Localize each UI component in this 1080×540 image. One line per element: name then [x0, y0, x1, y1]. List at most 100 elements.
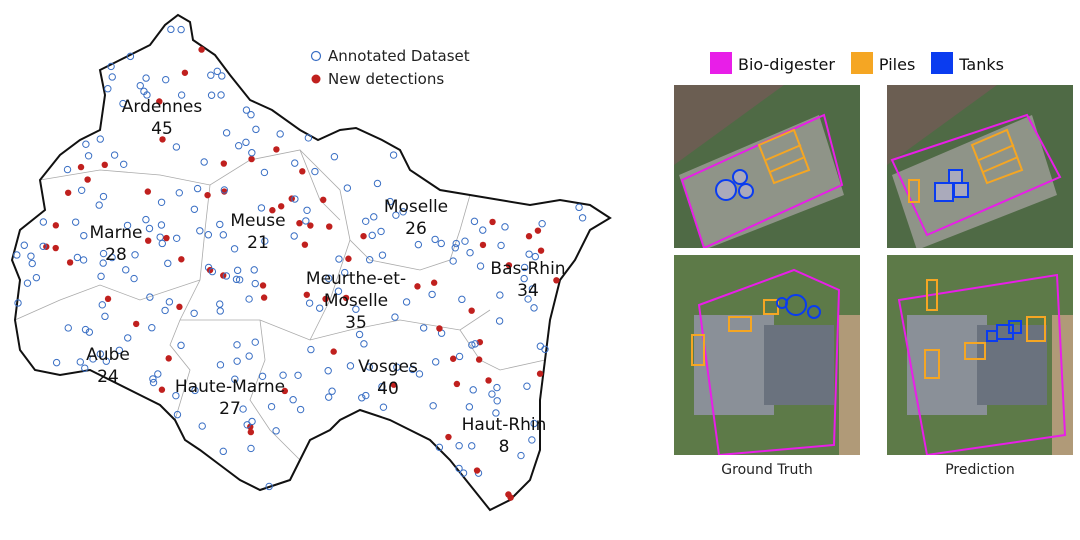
annotated-point [245, 295, 253, 303]
annotated-point [578, 214, 587, 222]
new-detection-point [449, 355, 457, 362]
filled-circle-icon [311, 74, 321, 84]
region-count: 34 [517, 281, 539, 301]
annotated-point [492, 409, 500, 417]
annotated-point [172, 391, 180, 400]
new-detection-point [101, 161, 108, 169]
annotated-point [108, 73, 116, 81]
legend-piles: Piles [850, 52, 915, 74]
department-border [459, 329, 546, 371]
region-count: 24 [97, 367, 119, 387]
annotated-point [261, 237, 269, 245]
annotated-point [479, 226, 487, 234]
annotated-point [455, 464, 463, 473]
annotated-point [378, 382, 386, 391]
annotated-point [216, 307, 224, 315]
annotated-point [257, 204, 266, 212]
new-detection-point [281, 387, 289, 395]
annotated-point [216, 361, 225, 369]
annotated-point [175, 189, 183, 197]
annotated-point [231, 375, 239, 383]
annotated-point [122, 266, 130, 274]
new-detection-point [525, 233, 533, 240]
new-detection-point [390, 381, 398, 388]
new-detection-point [553, 277, 560, 284]
annotated-point [193, 184, 202, 193]
new-detection-point [158, 386, 166, 393]
region-outline [10, 13, 612, 512]
annotated-point [63, 165, 72, 174]
new-detection-point [330, 348, 337, 355]
annotated-point [307, 345, 315, 354]
annotated-point [496, 291, 504, 299]
new-detection-point [505, 262, 513, 269]
annotated-point [315, 304, 324, 312]
new-detection-point [84, 176, 91, 183]
legend-tanks: Tanks [931, 52, 1004, 74]
annotated-point [82, 140, 90, 148]
annotated-point [196, 227, 204, 235]
annotated-point [379, 403, 388, 411]
annotated-point [81, 364, 89, 372]
annotated-point [265, 482, 273, 491]
annotated-point [458, 295, 466, 304]
annotated-point [157, 221, 166, 229]
new-detection-point [296, 219, 303, 227]
annotated-point [97, 272, 105, 281]
annotated-point [220, 186, 229, 194]
department-border [299, 149, 471, 271]
annotated-point [119, 160, 128, 168]
annotated-point [291, 159, 299, 167]
region-name: Haute-Marne [175, 377, 285, 397]
annotated-point [260, 168, 269, 177]
annotated-point [222, 272, 231, 280]
new-detection-point [430, 279, 438, 286]
new-detection-point [163, 234, 170, 242]
annotated-point [158, 239, 166, 248]
annotated-point [294, 371, 302, 379]
new-detection-point [299, 168, 306, 175]
annotated-point [324, 367, 332, 375]
region-name: Moselle [324, 291, 388, 311]
legend-biodigester: Bio-digester [710, 52, 835, 74]
annotated-point [346, 362, 355, 370]
annotated-point [157, 198, 166, 206]
new-detection-point [159, 136, 166, 143]
annotated-point [85, 328, 94, 336]
annotated-point [146, 293, 154, 301]
annotated-point [305, 299, 314, 307]
region-name: Marne [89, 223, 142, 243]
annotated-point [311, 167, 319, 176]
annotated-point [493, 383, 501, 392]
region-name: Meurthe-et- [306, 269, 406, 289]
annotated-point [142, 74, 150, 82]
caption-prediction: Prediction [945, 462, 1015, 478]
new-detection-point [489, 218, 496, 226]
annotated-point [242, 138, 250, 147]
annotated-point [531, 252, 539, 261]
annotated-point [200, 158, 208, 166]
new-detection-point [132, 320, 140, 328]
annotated-point [389, 151, 398, 159]
annotated-point [466, 248, 474, 257]
annotated-point [235, 142, 243, 150]
annotated-point [392, 211, 400, 219]
annotated-point [123, 221, 132, 230]
annotated-point [242, 106, 251, 114]
annotated-point [239, 405, 247, 413]
annotated-point [110, 151, 119, 159]
annotated-point [365, 256, 374, 264]
annotated-point [343, 184, 352, 192]
annotated-point [164, 259, 172, 268]
annotated-point [162, 75, 170, 84]
new-detection-point [468, 307, 475, 314]
annotated-point [391, 313, 399, 321]
annotated-point [191, 386, 199, 395]
annotated-point [302, 217, 310, 225]
annotated-point [81, 325, 90, 334]
annotated-point [419, 324, 428, 332]
aerial-image-pred-1 [887, 85, 1073, 248]
region-count: 26 [405, 219, 427, 239]
new-detection-point [505, 491, 512, 498]
annotated-point [218, 72, 226, 80]
